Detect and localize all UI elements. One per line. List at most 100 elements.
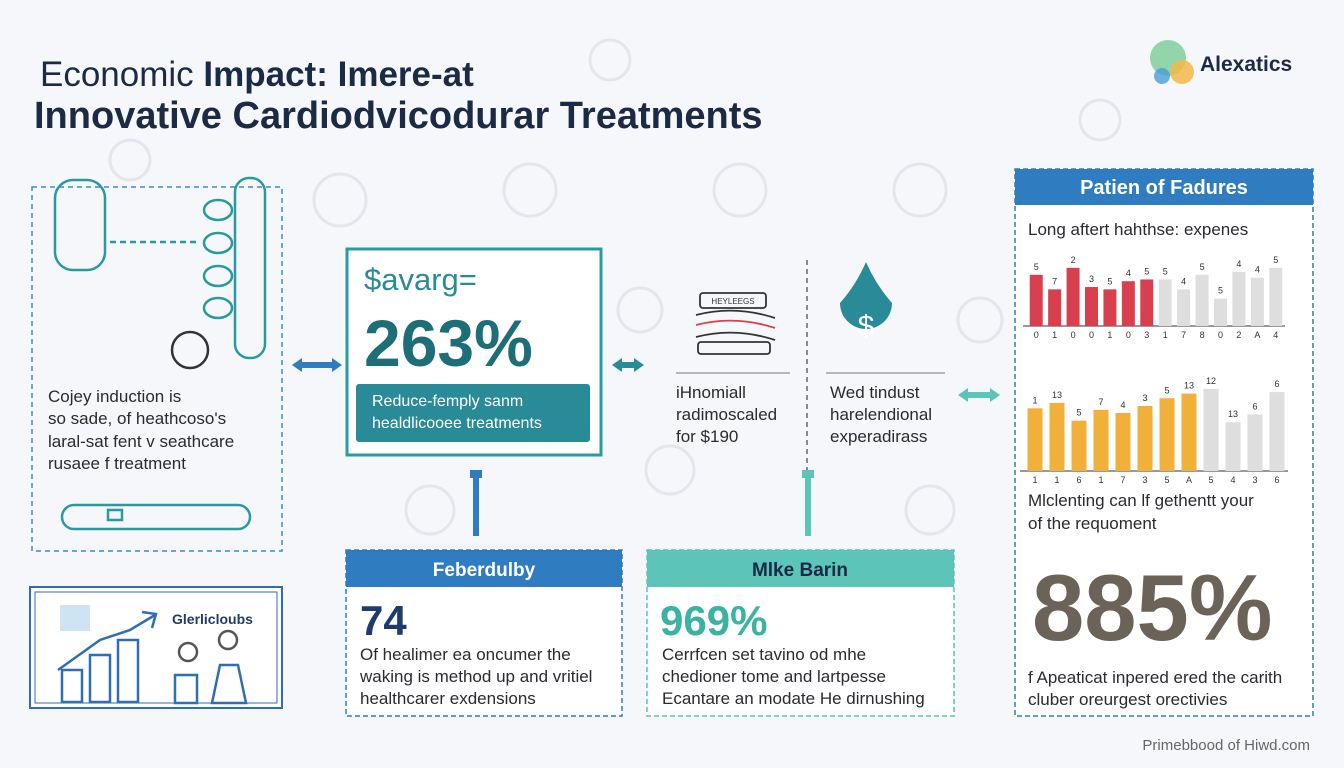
left-text: laral-sat fent v seathcare <box>48 432 234 451</box>
bar <box>1225 422 1241 471</box>
middle-text: radimoscaled <box>676 405 777 424</box>
bg-icons <box>108 38 1122 536</box>
bar <box>1049 402 1065 471</box>
bar-top-label: 5 <box>1034 262 1039 272</box>
bar-bottom-label: 0 <box>1089 330 1094 340</box>
bar <box>1137 405 1153 471</box>
bar <box>1269 392 1285 471</box>
middle-text: for $190 <box>676 427 738 446</box>
big-value: 885% <box>1032 555 1272 660</box>
bar <box>1115 412 1131 471</box>
left-panel <box>31 186 283 552</box>
bar-top-label: 5 <box>1164 385 1169 395</box>
card-header <box>647 550 954 587</box>
bar-bottom-label: 1 <box>1032 475 1037 485</box>
money-drop <box>840 262 892 329</box>
bar <box>1232 271 1246 326</box>
bar-top-label: 5 <box>1273 255 1278 265</box>
bar-top-label: 2 <box>1071 255 1076 265</box>
bar-top-label: 3 <box>1142 393 1147 403</box>
card-value: 74 <box>360 597 407 644</box>
dollar-sign: $ <box>858 310 875 343</box>
left-illustration <box>53 176 267 531</box>
bar-bottom-label: 3 <box>1142 475 1147 485</box>
bar <box>1250 277 1264 326</box>
bar-top-label: 7 <box>1052 276 1057 286</box>
bar-top-label: 13 <box>1052 390 1062 400</box>
bar-bottom-label: 3 <box>1144 330 1149 340</box>
bar-top-label: 4 <box>1126 268 1131 278</box>
left-text: rusaee f treatment <box>48 454 186 473</box>
badge-inner <box>34 591 278 704</box>
bar-top-label: 13 <box>1184 381 1194 391</box>
bar-bottom-label: A <box>1254 330 1260 340</box>
bar-bottom-label: 3 <box>1252 475 1257 485</box>
card-text: Cerrfcen set tavino od mhe <box>662 645 866 664</box>
bar-bottom-label: 2 <box>1236 330 1241 340</box>
bar <box>1247 414 1263 471</box>
bar <box>1195 274 1209 326</box>
bar-bottom-label: 8 <box>1200 330 1205 340</box>
bar <box>1214 298 1227 326</box>
card-text: healthcarer exdensions <box>360 689 536 708</box>
card-text: Ecantare an modate He dirnushing <box>662 689 925 708</box>
mini-chart: 5 0 7 1 2 0 3 0 5 1 4 0 5 3 5 1 4 7 5 8 5 0 4 2 4 A 5 4 <box>1023 255 1285 340</box>
card-header <box>346 550 622 587</box>
card-text: chedioner tome and lartpesse <box>662 667 886 686</box>
mini-chart: 1 1 13 1 5 6 7 1 4 7 3 3 5 5 13 A 12 5 13 4 6 3 6 6 <box>1020 376 1288 485</box>
bar-bottom-label: 0 <box>1218 330 1223 340</box>
bar-bottom-label: 7 <box>1120 475 1125 485</box>
bar-top-label: 5 <box>1076 408 1081 418</box>
left-text: so sade, of heathcoso's <box>48 409 226 428</box>
icon-label: HEYLEEGS <box>711 297 754 306</box>
bar-top-label: 7 <box>1098 397 1103 407</box>
bar <box>1048 289 1062 326</box>
bar-top-label: 5 <box>1163 266 1168 276</box>
card-text: Of healimer ea oncumer the <box>360 645 571 664</box>
bar-top-label: 5 <box>1107 276 1112 286</box>
bar-top-label: 3 <box>1089 274 1094 284</box>
bar-top-label: 4 <box>1255 265 1260 275</box>
bar-bottom-label: 6 <box>1274 475 1279 485</box>
bar-top-label: 1 <box>1032 395 1037 405</box>
bar-top-label: 4 <box>1181 276 1186 286</box>
bar <box>1159 398 1175 471</box>
pins <box>470 470 814 536</box>
bar <box>1071 420 1087 471</box>
logo-mark <box>1150 40 1194 84</box>
bar-bottom-label: A <box>1186 475 1192 485</box>
title-bold: Impact: Imere-at <box>203 55 474 94</box>
badge-label: Glerlicloubs <box>172 611 253 627</box>
bar-bottom-label: 1 <box>1163 330 1168 340</box>
bar-top-label: 5 <box>1218 286 1223 296</box>
bar-top-label: 6 <box>1274 379 1279 389</box>
middle-text: Wed tindust <box>830 383 920 402</box>
bar <box>1085 287 1098 326</box>
right-header <box>1015 169 1313 205</box>
right-subtitle: Long aftert hahthse: expenes <box>1028 220 1248 239</box>
bar-top-label: 12 <box>1206 376 1216 386</box>
bar-bottom-label: 6 <box>1076 475 1081 485</box>
savings-note: Reduce-femply sanm <box>372 393 523 410</box>
footer: Primebbood of Hiwd.com <box>1142 737 1310 754</box>
title-light: Economic <box>40 55 194 94</box>
bar <box>1103 289 1117 326</box>
bar-bottom-label: 1 <box>1054 475 1059 485</box>
card-title: Feberdulby <box>433 560 536 581</box>
bar <box>1181 393 1197 471</box>
bar <box>1121 281 1135 326</box>
savings-label: $avarg= <box>364 262 477 297</box>
card-title: Mlke Barin <box>752 560 848 581</box>
bar <box>1093 409 1109 471</box>
card-value: 969% <box>660 597 767 644</box>
right-text: Mlclenting can lf gethentt your <box>1028 491 1254 510</box>
middle-text: iHnomiall <box>676 383 746 402</box>
bar <box>1203 388 1219 471</box>
title: Economic Impact: Imere-at <box>40 55 474 94</box>
bar-bottom-label: 4 <box>1273 330 1278 340</box>
right-text: of the requoment <box>1028 514 1157 533</box>
bar-top-label: 4 <box>1236 259 1241 269</box>
right-text: f Apeaticat inpered ered the carith <box>1028 668 1282 687</box>
bar-top-label: 5 <box>1200 262 1205 272</box>
